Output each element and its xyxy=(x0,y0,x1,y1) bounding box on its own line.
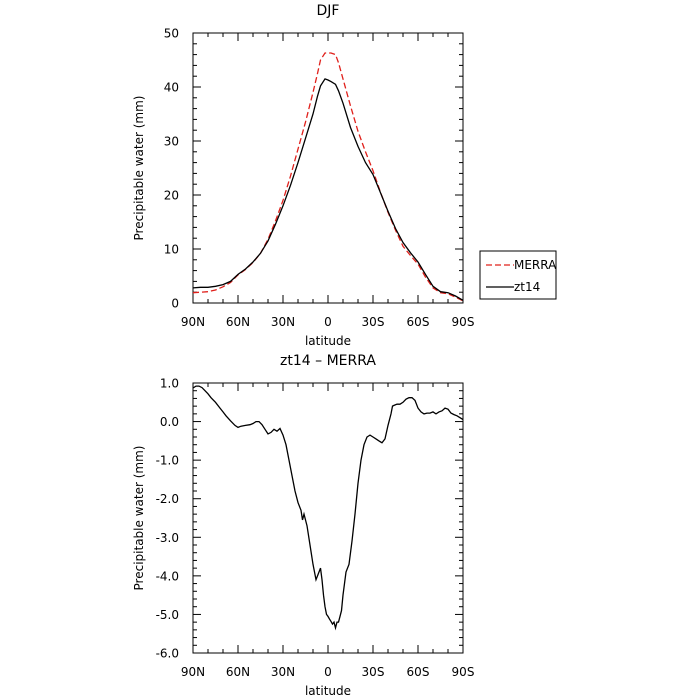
legend-box xyxy=(479,250,557,300)
legend-label-merra: MERRA xyxy=(514,258,557,272)
x-tick-label: 30S xyxy=(362,315,385,329)
x-axis-label: latitude xyxy=(305,334,351,348)
x-tick-label: 90S xyxy=(452,665,475,679)
x-tick-label: 0 xyxy=(324,315,332,329)
bottom-chart: zt14 – MERRA 90N 60N 30N 0 30S 60S 90S 1.0 0.0 -1.… xyxy=(132,353,474,698)
x-tick-label: 30N xyxy=(271,665,295,679)
y-axis-label: Precipitable water (mm) xyxy=(132,96,146,241)
top-chart: DJF 90N 60N 30N 0 30S 60S 90S 0 10 20 30 40 50 latitud… xyxy=(132,3,557,348)
y-tick-label: -2.0 xyxy=(156,492,179,506)
x-tick-label: 30S xyxy=(362,665,385,679)
x-tick-label: 60N xyxy=(226,315,250,329)
y-tick-label: 30 xyxy=(164,135,179,149)
y-tick-label: -1.0 xyxy=(156,454,179,468)
x-tick-label: 90N xyxy=(181,315,205,329)
series-line-diff-0 xyxy=(192,385,464,631)
series-line-merra xyxy=(192,52,464,302)
series-line-zt14 xyxy=(192,78,464,301)
plot-frame xyxy=(192,32,464,304)
x-tick-label: 0 xyxy=(324,665,332,679)
x-axis-label: latitude xyxy=(305,684,351,698)
x-tick-label: 60S xyxy=(407,315,430,329)
y-tick-label: 50 xyxy=(164,27,179,41)
x-tick-label: 30N xyxy=(271,315,295,329)
y-tick-label: 20 xyxy=(164,189,179,203)
y-tick-label: 40 xyxy=(164,81,179,95)
y-axis-label: Precipitable water (mm) xyxy=(132,446,146,591)
y-tick-label: -6.0 xyxy=(156,647,179,661)
y-tick-label: 10 xyxy=(164,243,179,257)
y-tick-label: -3.0 xyxy=(156,531,179,545)
x-tick-label: 90N xyxy=(181,665,205,679)
legend-label-zt14: zt14 xyxy=(514,280,540,294)
y-tick-label: 1.0 xyxy=(160,377,179,391)
y-tick-label: -5.0 xyxy=(156,608,179,622)
chart-title: DJF xyxy=(317,3,340,19)
y-tick-label: 0 xyxy=(171,297,179,311)
x-tick-label: 60S xyxy=(407,665,430,679)
y-tick-label: 0.0 xyxy=(160,415,179,429)
y-tick-label: -4.0 xyxy=(156,569,179,583)
x-tick-label: 90S xyxy=(452,315,475,329)
chart-title: zt14 – MERRA xyxy=(280,353,376,369)
x-tick-label: 60N xyxy=(226,665,250,679)
